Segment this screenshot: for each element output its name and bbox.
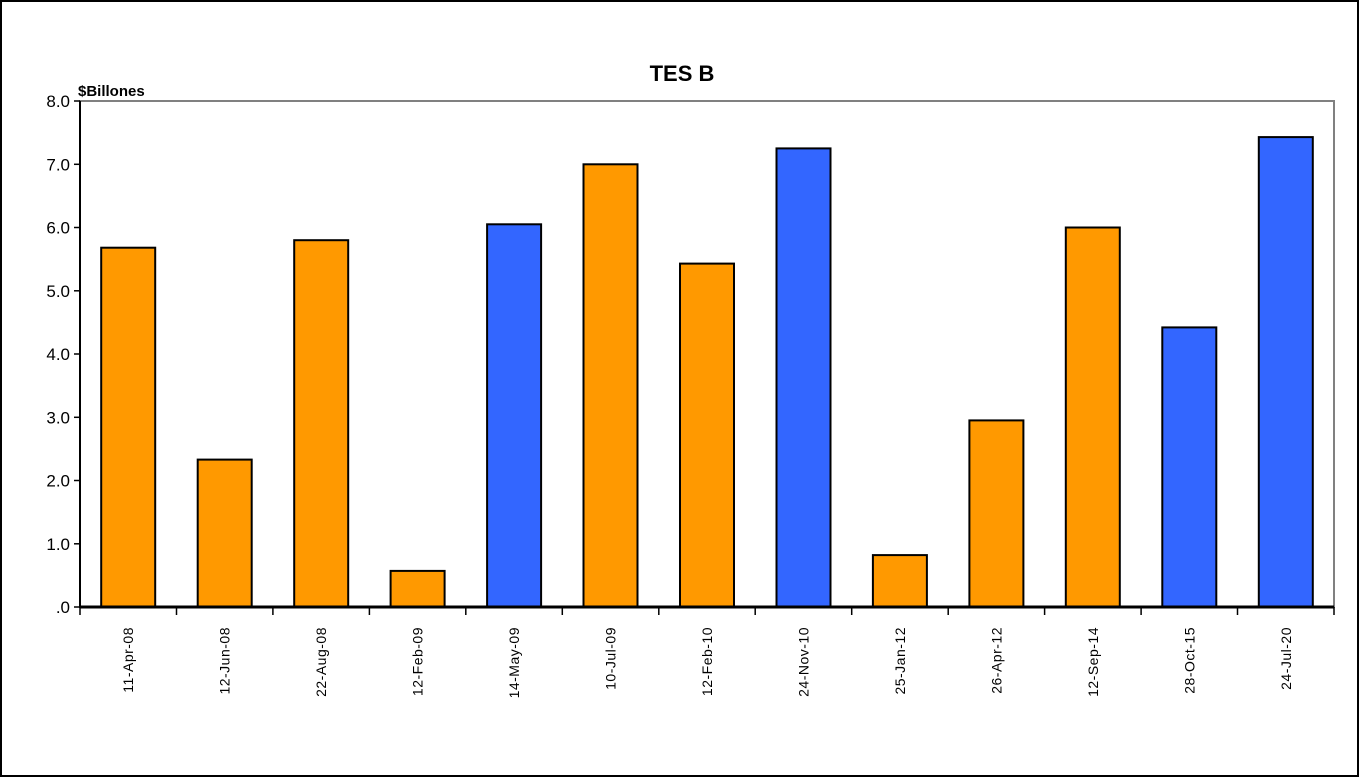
- x-tick-marks: [79, 607, 1335, 615]
- x-tick-label: 11-Apr-08: [120, 627, 136, 693]
- y-tick-label: 5.0: [46, 282, 70, 301]
- x-tick-label: 22-Aug-08: [313, 627, 329, 697]
- x-tick-label: 28-Oct-15: [1181, 627, 1197, 694]
- bar-12-Feb-09: [389, 569, 446, 609]
- y-tick-label: 2.0: [46, 472, 70, 491]
- x-tick-label: 24-Jul-20: [1278, 627, 1294, 690]
- x-tick-labels: 11-Apr-08 12-Jun-08 22-Aug-08 12-Feb-09 14-M…: [120, 627, 1294, 698]
- bar-11-Apr-08: [100, 246, 157, 608]
- y-tick-label: 8.0: [46, 92, 70, 111]
- bar-24-Jul-20: [1257, 136, 1314, 608]
- bar-26-Apr-12: [968, 419, 1025, 608]
- x-tick-label: 25-Jan-12: [892, 627, 908, 695]
- x-tick-label: 14-May-09: [506, 627, 522, 698]
- bar-25-Jan-12: [871, 554, 928, 608]
- y-tick-label: 3.0: [46, 408, 70, 427]
- bar-12-Sep-14: [1064, 226, 1121, 608]
- bar-12-Jun-08: [196, 458, 253, 608]
- y-tick-label: 6.0: [46, 219, 70, 238]
- y-axis-unit-label: $Billones: [78, 83, 145, 100]
- bar-10-Jul-09: [582, 163, 639, 609]
- y-tick-labels: .0 1.0 2.0 3.0 4.0 5.0 6.0 7.0 8.0: [46, 92, 80, 617]
- x-tick-label: 26-Apr-12: [988, 627, 1004, 694]
- chart-title: TES B: [650, 61, 715, 86]
- x-tick-label: 12-Feb-09: [410, 627, 426, 696]
- x-tick-label: 12-Jun-08: [217, 627, 233, 695]
- bar-22-Aug-08: [293, 239, 350, 608]
- y-tick-label: 4.0: [46, 345, 70, 364]
- x-tick-label: 12-Sep-14: [1085, 627, 1101, 697]
- bar-14-May-09: [486, 223, 543, 609]
- bar-24-Nov-10: [775, 147, 832, 608]
- x-tick-label: 12-Feb-10: [699, 627, 715, 696]
- y-tick-label: 7.0: [46, 155, 70, 174]
- bar-12-Feb-10: [679, 262, 735, 608]
- x-tick-label: 10-Jul-09: [603, 627, 619, 690]
- x-tick-label: 24-Nov-10: [796, 627, 812, 697]
- bars-group: [100, 136, 1314, 609]
- y-tick-label: 1.0: [46, 535, 70, 554]
- bar-28-Oct-15: [1161, 326, 1218, 608]
- y-tick-label: .0: [56, 598, 70, 617]
